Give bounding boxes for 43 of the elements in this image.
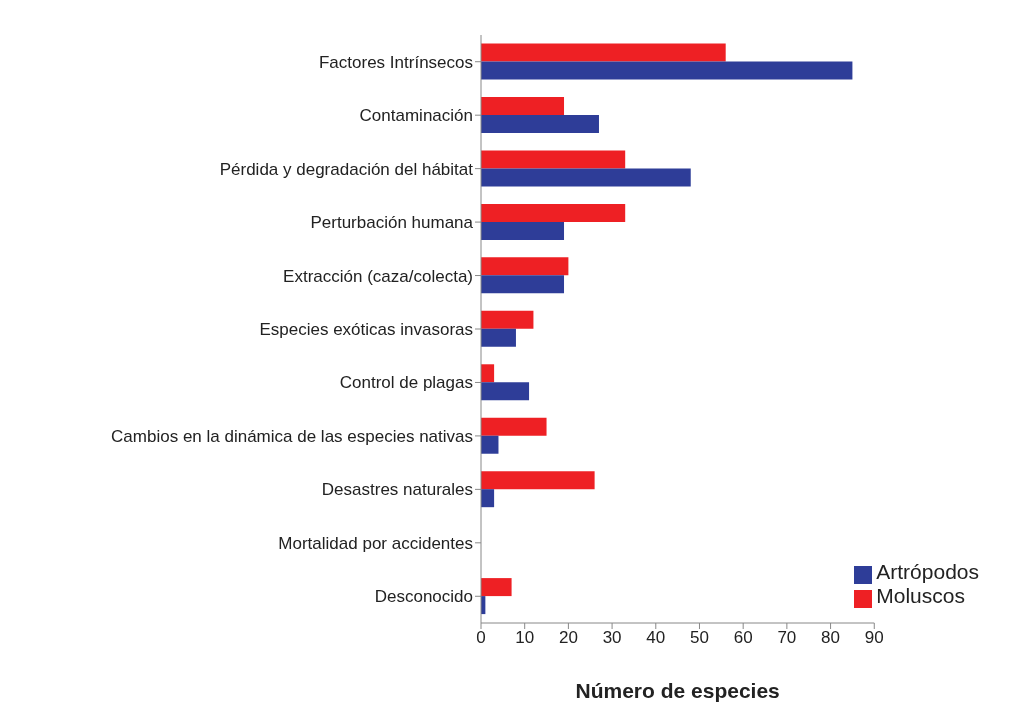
- y-tick-label: Factores Intrínsecos: [318, 52, 473, 72]
- y-tick-label: Pérdida y degradación del hábitat: [219, 159, 474, 179]
- bar: [481, 43, 726, 62]
- y-tick-label: Mortalidad por accidentes: [278, 533, 473, 553]
- y-tick-label: Extracción (caza/colecta): [283, 266, 473, 286]
- bar: [481, 417, 547, 436]
- x-tick-label: 50: [690, 628, 709, 648]
- y-tick-label: Cambios en la dinámica de las especies nativas: [111, 426, 473, 446]
- x-tick-label: 80: [821, 628, 841, 648]
- x-tick-label: 40: [646, 628, 666, 648]
- x-tick-label: 0: [476, 628, 486, 648]
- bar: [481, 435, 499, 454]
- y-tick-label: Desastres naturales: [321, 480, 473, 500]
- x-tick-label: 10: [515, 628, 535, 648]
- bar: [481, 578, 512, 597]
- bar: [481, 310, 534, 329]
- x-tick-label: 70: [777, 628, 797, 648]
- bar: [481, 115, 599, 134]
- y-tick-label: Desconocido: [374, 587, 473, 607]
- x-tick-label: 60: [733, 628, 753, 648]
- x-tick-label: 20: [558, 628, 578, 648]
- bar: [481, 364, 495, 383]
- legend-label: Artrópodos: [876, 560, 979, 583]
- bar: [481, 489, 495, 508]
- x-tick-label: 90: [864, 628, 884, 648]
- y-tick-label: Especies exóticas invasoras: [259, 320, 473, 340]
- bar: [481, 221, 565, 240]
- y-tick-label: Perturbación humana: [310, 213, 474, 233]
- bar: [481, 150, 626, 169]
- bar: [481, 275, 565, 294]
- bar: [481, 168, 691, 187]
- y-tick-label: Control de plagas: [339, 373, 473, 393]
- bar: [481, 257, 569, 276]
- bar: [481, 203, 626, 222]
- bar: [481, 471, 595, 490]
- legend-label: Moluscos: [876, 584, 965, 607]
- y-tick-label: Contaminación: [359, 106, 473, 126]
- bar: [481, 97, 565, 116]
- bar: [481, 382, 530, 401]
- x-tick-label: 30: [602, 628, 622, 648]
- bar: [481, 61, 853, 80]
- x-axis-title: Número de especies: [575, 679, 780, 702]
- bar: [481, 328, 516, 347]
